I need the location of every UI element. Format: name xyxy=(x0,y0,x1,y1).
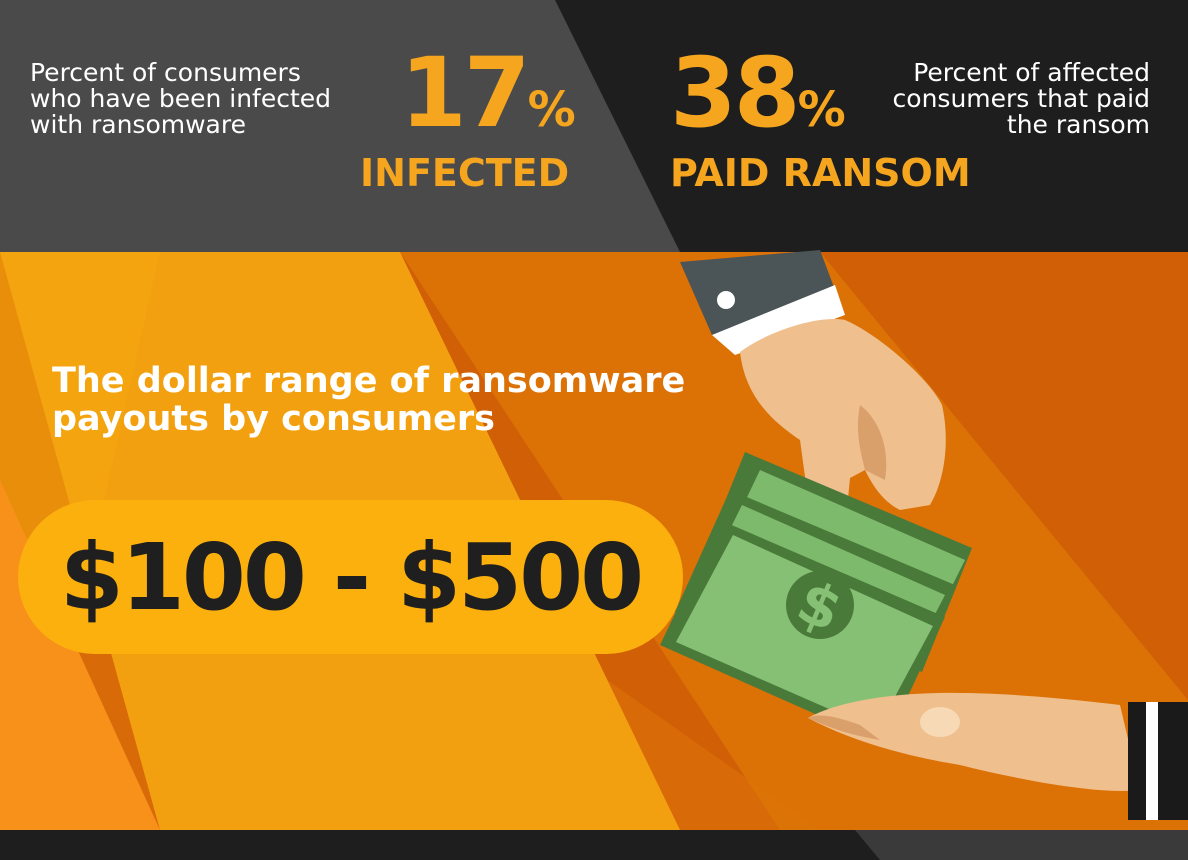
paid-description: Percent of affected consumers that paid … xyxy=(892,58,1150,139)
infected-number: 17 xyxy=(400,37,531,149)
paid-percent-sign: % xyxy=(797,82,846,138)
money-exchange-illustration: $ xyxy=(660,250,1188,820)
infected-label: INFECTED xyxy=(360,151,570,195)
paid-number: 38 xyxy=(670,37,801,149)
hand-giving-money-icon xyxy=(680,250,946,542)
paid-percent: 38% xyxy=(670,45,846,141)
payout-range: $100 - $500 xyxy=(59,523,644,631)
infected-description: Percent of consumers who have been infec… xyxy=(30,58,332,139)
payout-heading: The dollar range of ransomware payouts b… xyxy=(52,361,686,439)
dollar-sign-icon: $ xyxy=(786,567,854,645)
paid-label: PAID RANSOM xyxy=(670,151,971,195)
receiving-hand-icon xyxy=(808,692,1188,820)
payout-range-badge: $100 - $500 xyxy=(18,500,683,654)
infected-percent: 17% xyxy=(400,45,576,141)
infected-percent-sign: % xyxy=(527,82,576,138)
